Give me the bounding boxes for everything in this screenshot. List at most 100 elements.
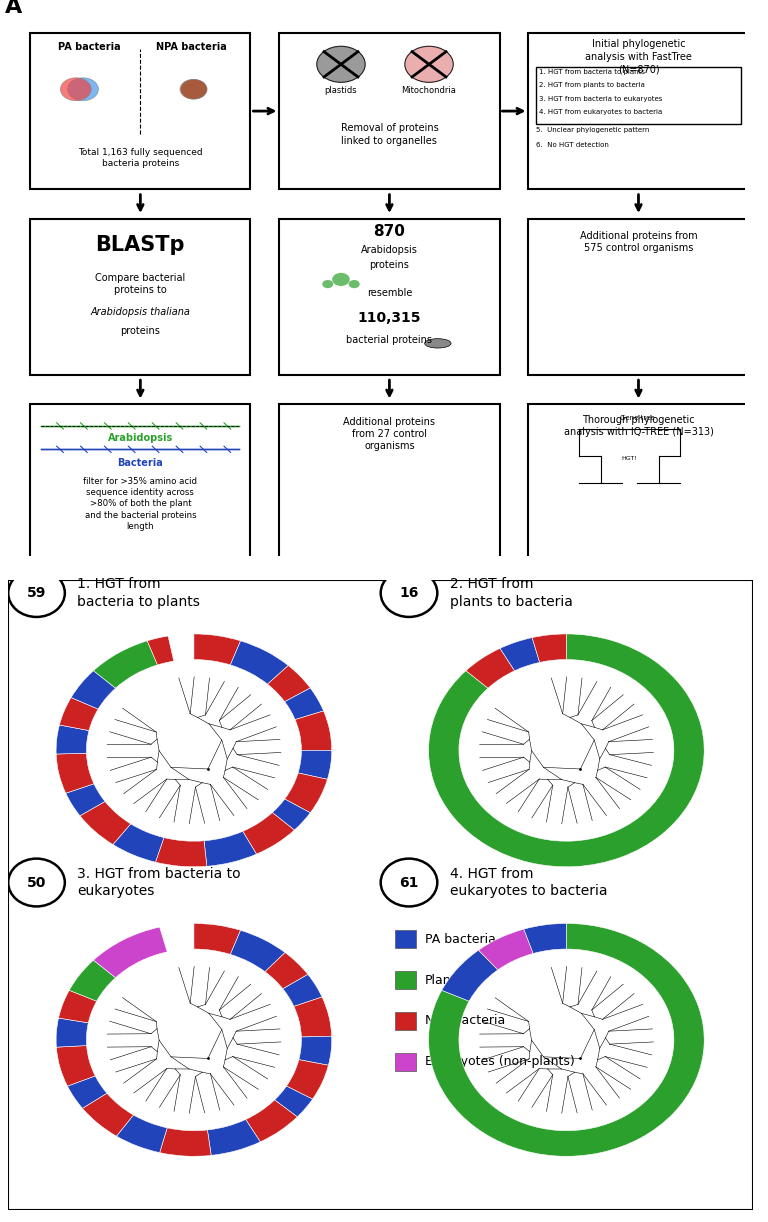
Wedge shape	[68, 1075, 107, 1108]
Text: plastids: plastids	[325, 87, 357, 95]
Wedge shape	[160, 1128, 211, 1156]
Text: 1. HGT from
bacteria to plants: 1. HGT from bacteria to plants	[78, 577, 200, 609]
Text: Removal of proteins
linked to organelles: Removal of proteins linked to organelles	[340, 123, 439, 145]
Text: 3. HGT from bacteria to eukaryotes: 3. HGT from bacteria to eukaryotes	[539, 95, 663, 101]
Text: 870: 870	[373, 224, 406, 238]
Wedge shape	[285, 688, 323, 720]
Ellipse shape	[104, 661, 283, 840]
FancyBboxPatch shape	[528, 33, 749, 189]
Text: HGT!: HGT!	[622, 456, 637, 461]
Text: 16: 16	[399, 587, 419, 600]
Text: BLASTp: BLASTp	[95, 235, 185, 255]
Text: NPA bacteria: NPA bacteria	[425, 1014, 505, 1028]
Text: Arabidopsis: Arabidopsis	[108, 434, 173, 444]
Wedge shape	[204, 831, 257, 866]
Wedge shape	[532, 634, 566, 662]
Wedge shape	[56, 753, 94, 793]
Text: Total 1,163 fully sequenced
bacteria proteins: Total 1,163 fully sequenced bacteria pro…	[78, 148, 203, 167]
Text: 2. HGT from
plants to bacteria: 2. HGT from plants to bacteria	[450, 577, 573, 609]
Wedge shape	[80, 802, 131, 844]
FancyBboxPatch shape	[395, 1053, 416, 1070]
Wedge shape	[283, 974, 322, 1007]
FancyBboxPatch shape	[30, 33, 250, 189]
FancyBboxPatch shape	[395, 1012, 416, 1030]
Text: A: A	[5, 0, 22, 17]
Text: bacterial proteins: bacterial proteins	[346, 335, 432, 346]
Text: 110,315: 110,315	[358, 312, 421, 325]
Wedge shape	[58, 990, 97, 1023]
Text: B: B	[17, 590, 34, 610]
Wedge shape	[147, 635, 174, 665]
Text: filter for >35% amino acid
sequence identity across
>80% of both the plant
and t: filter for >35% amino acid sequence iden…	[84, 478, 197, 530]
Text: 6.  No HGT detection: 6. No HGT detection	[535, 143, 608, 148]
Wedge shape	[294, 997, 332, 1037]
Text: proteins: proteins	[369, 260, 409, 270]
Circle shape	[349, 280, 359, 288]
FancyBboxPatch shape	[280, 404, 499, 560]
Wedge shape	[94, 640, 157, 688]
FancyBboxPatch shape	[30, 404, 250, 560]
Wedge shape	[285, 774, 327, 813]
Wedge shape	[500, 638, 540, 671]
Ellipse shape	[425, 338, 451, 348]
Text: Additional proteins
from 27 control
organisms: Additional proteins from 27 control orga…	[343, 417, 435, 451]
Wedge shape	[194, 634, 240, 665]
Wedge shape	[117, 1114, 167, 1152]
Wedge shape	[66, 783, 105, 816]
Circle shape	[381, 569, 437, 617]
Wedge shape	[69, 960, 115, 1001]
Text: Gene tree: Gene tree	[620, 415, 654, 422]
Text: Plants: Plants	[425, 974, 463, 986]
Text: Arabidopsis thaliana: Arabidopsis thaliana	[91, 307, 190, 318]
Wedge shape	[94, 927, 167, 978]
Circle shape	[180, 79, 207, 99]
FancyBboxPatch shape	[535, 67, 741, 123]
Wedge shape	[56, 1046, 95, 1086]
Wedge shape	[113, 824, 164, 863]
Text: Compare bacterial
proteins to: Compare bacterial proteins to	[95, 273, 186, 296]
Text: 3. HGT from bacteria to
eukaryotes: 3. HGT from bacteria to eukaryotes	[78, 866, 241, 898]
Wedge shape	[265, 952, 308, 989]
Wedge shape	[299, 1036, 332, 1066]
Text: 2. HGT from plants to bacteria: 2. HGT from plants to bacteria	[539, 82, 645, 88]
Circle shape	[381, 859, 437, 907]
Text: resemble: resemble	[367, 288, 412, 298]
Circle shape	[316, 46, 366, 82]
Circle shape	[180, 79, 207, 99]
Wedge shape	[478, 929, 533, 970]
Wedge shape	[59, 698, 98, 731]
Ellipse shape	[477, 951, 656, 1129]
Text: Additional proteins from
575 control organisms: Additional proteins from 575 control org…	[580, 231, 697, 253]
FancyBboxPatch shape	[280, 33, 499, 189]
Wedge shape	[71, 671, 115, 709]
Text: 4. HGT from eukaryotes to bacteria: 4. HGT from eukaryotes to bacteria	[539, 109, 663, 115]
Circle shape	[8, 569, 65, 617]
FancyBboxPatch shape	[395, 971, 416, 989]
Text: Eukaryotes (non-plants): Eukaryotes (non-plants)	[425, 1056, 574, 1068]
Wedge shape	[429, 924, 704, 1156]
Ellipse shape	[104, 951, 283, 1129]
Text: 61: 61	[399, 875, 419, 890]
Wedge shape	[442, 951, 498, 1001]
Wedge shape	[524, 924, 566, 953]
FancyBboxPatch shape	[528, 404, 749, 560]
Wedge shape	[274, 1086, 313, 1117]
Text: Arabidopsis: Arabidopsis	[361, 244, 418, 255]
Wedge shape	[230, 640, 288, 684]
Wedge shape	[246, 1100, 297, 1141]
Wedge shape	[56, 725, 89, 754]
Text: 4. HGT from
eukaryotes to bacteria: 4. HGT from eukaryotes to bacteria	[450, 866, 607, 898]
Text: PA bacteria: PA bacteria	[58, 43, 121, 53]
Wedge shape	[267, 666, 310, 701]
Wedge shape	[243, 813, 294, 854]
FancyBboxPatch shape	[280, 219, 499, 374]
FancyBboxPatch shape	[8, 580, 753, 1210]
Circle shape	[8, 859, 65, 907]
Wedge shape	[230, 930, 285, 971]
FancyBboxPatch shape	[528, 219, 749, 374]
Wedge shape	[194, 924, 240, 954]
Text: 1. HGT from bacteria to plants: 1. HGT from bacteria to plants	[539, 70, 645, 75]
Text: 50: 50	[27, 875, 46, 890]
FancyBboxPatch shape	[30, 219, 250, 374]
Wedge shape	[466, 649, 515, 688]
